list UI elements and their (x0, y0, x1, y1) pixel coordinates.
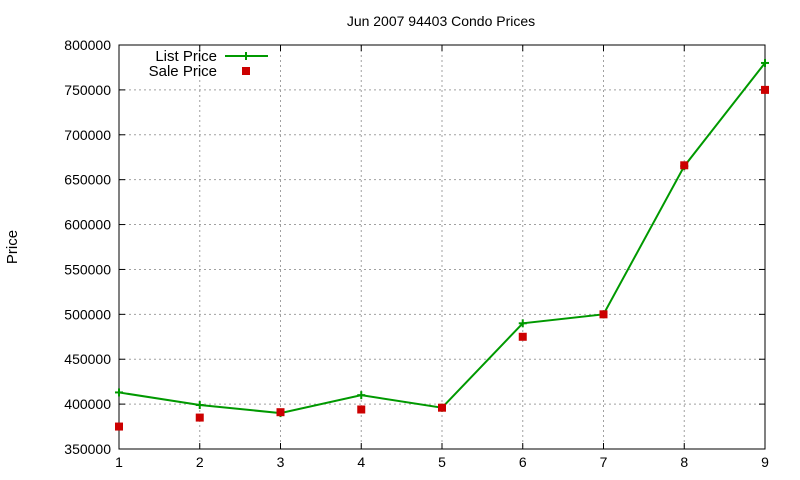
x-tick-label: 5 (438, 454, 446, 470)
x-tick-label: 1 (115, 454, 123, 470)
sale-price-point (599, 310, 608, 319)
list-price-point (195, 401, 204, 410)
legend-swatch-sale-price (242, 67, 250, 75)
x-tick-label: 2 (196, 454, 204, 470)
sale-price-point (115, 422, 123, 431)
list-price-point (761, 58, 769, 67)
chart-title: Jun 2007 94403 Condo Prices (347, 13, 535, 29)
axes: 350000 400000 450000 500000 550000 600000 6500… (64, 37, 769, 470)
x-tick-label: 4 (357, 454, 365, 470)
sale-price-point (438, 403, 446, 412)
sale-price-point (357, 405, 366, 414)
list-price-point (357, 391, 366, 400)
legend-label-sale-price: Sale Price (149, 63, 217, 80)
x-tick-label: 3 (277, 454, 285, 470)
y-tick-label: 500000 (64, 306, 111, 322)
y-tick-label: 550000 (64, 261, 111, 277)
legend: List Price Sale Price (149, 48, 268, 80)
sale-price-point (518, 332, 527, 341)
plot-frame (118, 44, 766, 450)
y-tick-label: 400000 (64, 396, 111, 412)
y-tick-label: 650000 (64, 172, 111, 188)
y-tick-label: 750000 (64, 82, 111, 98)
series-layer (115, 58, 769, 431)
x-tick-label: 8 (680, 454, 688, 470)
y-tick-label: 350000 (64, 441, 111, 457)
sale-price-point (195, 413, 204, 422)
x-tick-label: 6 (519, 454, 527, 470)
sale-price-point (680, 161, 689, 170)
grid-lines (119, 45, 765, 449)
legend-marker-list-price (242, 52, 250, 60)
y-tick-label: 600000 (64, 217, 111, 233)
x-tick-label: 7 (600, 454, 608, 470)
y-tick-label: 700000 (64, 127, 111, 143)
legend-label-list-price: List Price (155, 48, 217, 65)
x-tick-label: 9 (761, 454, 769, 470)
y-axis-label: Price (4, 230, 21, 264)
list-price-point (115, 388, 123, 397)
sale-price-point (276, 408, 285, 417)
list-price-point (518, 319, 527, 328)
y-tick-label: 800000 (64, 37, 111, 53)
sale-price-point (761, 85, 769, 94)
y-tick-label: 450000 (64, 351, 111, 367)
